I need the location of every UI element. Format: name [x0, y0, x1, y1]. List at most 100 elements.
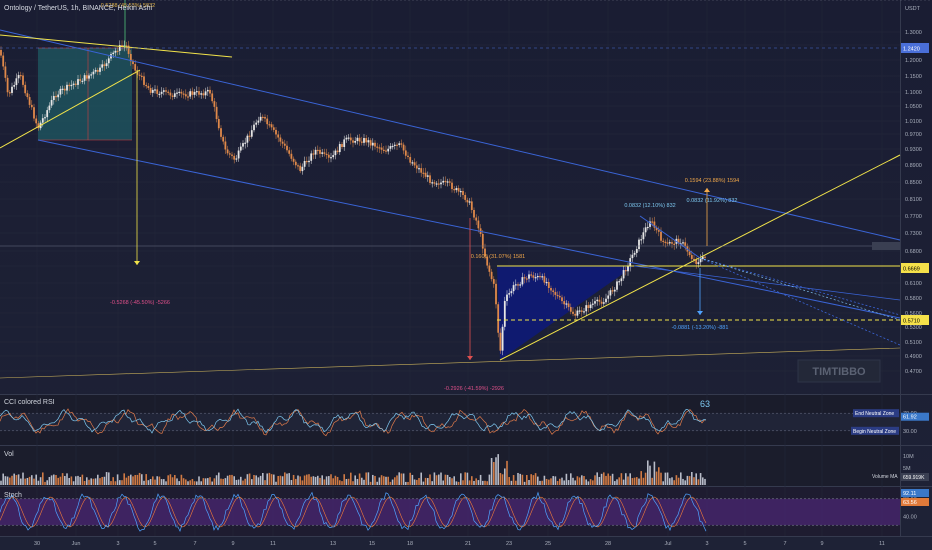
- volume-bar: [576, 476, 579, 485]
- candle-body: [470, 201, 473, 210]
- candle-body: [396, 144, 398, 146]
- stoch-k-line: [0, 491, 707, 533]
- candle-body: [437, 183, 440, 185]
- candle-body: [13, 85, 16, 87]
- price-tick-label: 1.0500: [905, 104, 922, 110]
- stoch-title[interactable]: Stoch: [4, 492, 22, 499]
- yellow-trendline-left[interactable]: [0, 69, 141, 149]
- volume-bar: [519, 473, 521, 485]
- trendlines[interactable]: [0, 0, 932, 379]
- candle-body: [312, 153, 315, 155]
- candle-body: [444, 180, 447, 183]
- candle-body: [206, 89, 209, 92]
- volume-bar: [20, 478, 22, 485]
- volume-bar: [341, 481, 343, 485]
- candle-body: [536, 276, 539, 278]
- volume-bar: [152, 476, 154, 485]
- yellow-trendline-top[interactable]: [0, 34, 233, 58]
- volume-bar: [55, 475, 57, 485]
- flag-upper[interactable]: [639, 215, 701, 259]
- measure-arrow-drop-mid-head[interactable]: [467, 356, 473, 360]
- volume-bar: [411, 474, 414, 485]
- volume-bar: [530, 474, 532, 485]
- descending-trendline-lower[interactable]: [37, 139, 901, 319]
- candle-body: [697, 262, 700, 264]
- volume-bar: [248, 473, 251, 485]
- volume-bar: [70, 476, 73, 485]
- time-tick-label: 11: [879, 541, 885, 547]
- fan-line-dotted[interactable]: [699, 257, 901, 321]
- volume-bar: [644, 472, 647, 485]
- candle-body: [552, 290, 555, 292]
- candle-body: [374, 142, 376, 147]
- volume-bar: [556, 481, 559, 485]
- candle-body: [275, 129, 277, 135]
- volume-bar: [130, 474, 132, 485]
- candle-body: [303, 160, 306, 167]
- candle-body: [486, 256, 489, 266]
- yellow-support-line-bottom[interactable]: [0, 347, 901, 379]
- volume-bar: [284, 472, 286, 485]
- fan-line[interactable]: [633, 265, 901, 301]
- fan-line-dotted[interactable]: [699, 257, 901, 316]
- volume-bar: [174, 474, 176, 485]
- measure-arrow-down-target-head[interactable]: [697, 311, 703, 315]
- candle-body: [620, 278, 623, 282]
- candle-body: [191, 91, 194, 95]
- candle-body: [671, 242, 673, 244]
- time-tick-label: 25: [545, 541, 551, 547]
- volume-bar: [396, 475, 398, 485]
- candle-body: [250, 130, 253, 137]
- volume-bar: [440, 472, 442, 485]
- candle-body: [411, 162, 414, 164]
- candle-body: [292, 158, 295, 162]
- candle-body: [532, 275, 535, 278]
- volume-bar: [398, 472, 400, 485]
- candle-body: [220, 128, 222, 137]
- volume-bar: [81, 474, 84, 485]
- volume-bar: [585, 479, 587, 485]
- fan-line-dotted[interactable]: [699, 257, 901, 346]
- candle-body: [50, 100, 53, 106]
- candle-body: [195, 91, 198, 93]
- volume-bar: [350, 472, 352, 485]
- volume-bar: [275, 481, 277, 485]
- symbol-title[interactable]: Ontology / TetherUS, 1h, BINANCE, Heikin…: [4, 5, 153, 12]
- volume-bar: [473, 480, 475, 485]
- measure-arrow-drop-left-head[interactable]: [134, 261, 140, 265]
- volume-bar: [169, 474, 172, 485]
- candle-body: [277, 134, 280, 138]
- candle-body: [565, 303, 568, 305]
- rsi-title[interactable]: CCI colored RSI: [4, 399, 55, 406]
- price-tick-label: 0.4700: [905, 369, 922, 375]
- stoch-k-tag: [901, 489, 929, 497]
- volume-bar: [149, 479, 152, 485]
- volume-bar: [429, 474, 431, 485]
- volume-bar: [330, 474, 332, 485]
- volume-bar: [44, 481, 46, 485]
- candle-body: [248, 135, 251, 137]
- candle-body: [541, 276, 544, 278]
- volume-bar: [548, 479, 550, 485]
- stoch-d-line: [0, 496, 707, 528]
- candle-body: [11, 86, 13, 93]
- volume-bar: [207, 478, 209, 485]
- candle-body: [44, 117, 46, 119]
- volume-bar: [499, 472, 502, 485]
- volume-bar: [680, 472, 682, 485]
- volume-bar: [345, 479, 348, 485]
- volume-bar: [220, 478, 222, 485]
- volume-title[interactable]: Vol: [4, 451, 14, 458]
- candle-body: [514, 284, 517, 286]
- candle-body: [213, 101, 216, 107]
- volume-bar: [554, 476, 557, 485]
- volume-bar: [358, 473, 361, 485]
- time-tick-label: 11: [270, 541, 276, 547]
- grid: [0, 0, 900, 536]
- descending-trendline-upper[interactable]: [0, 29, 901, 241]
- measure-arrow-target-head[interactable]: [704, 188, 710, 192]
- volume-bar: [200, 481, 202, 485]
- candle-body: [477, 220, 480, 229]
